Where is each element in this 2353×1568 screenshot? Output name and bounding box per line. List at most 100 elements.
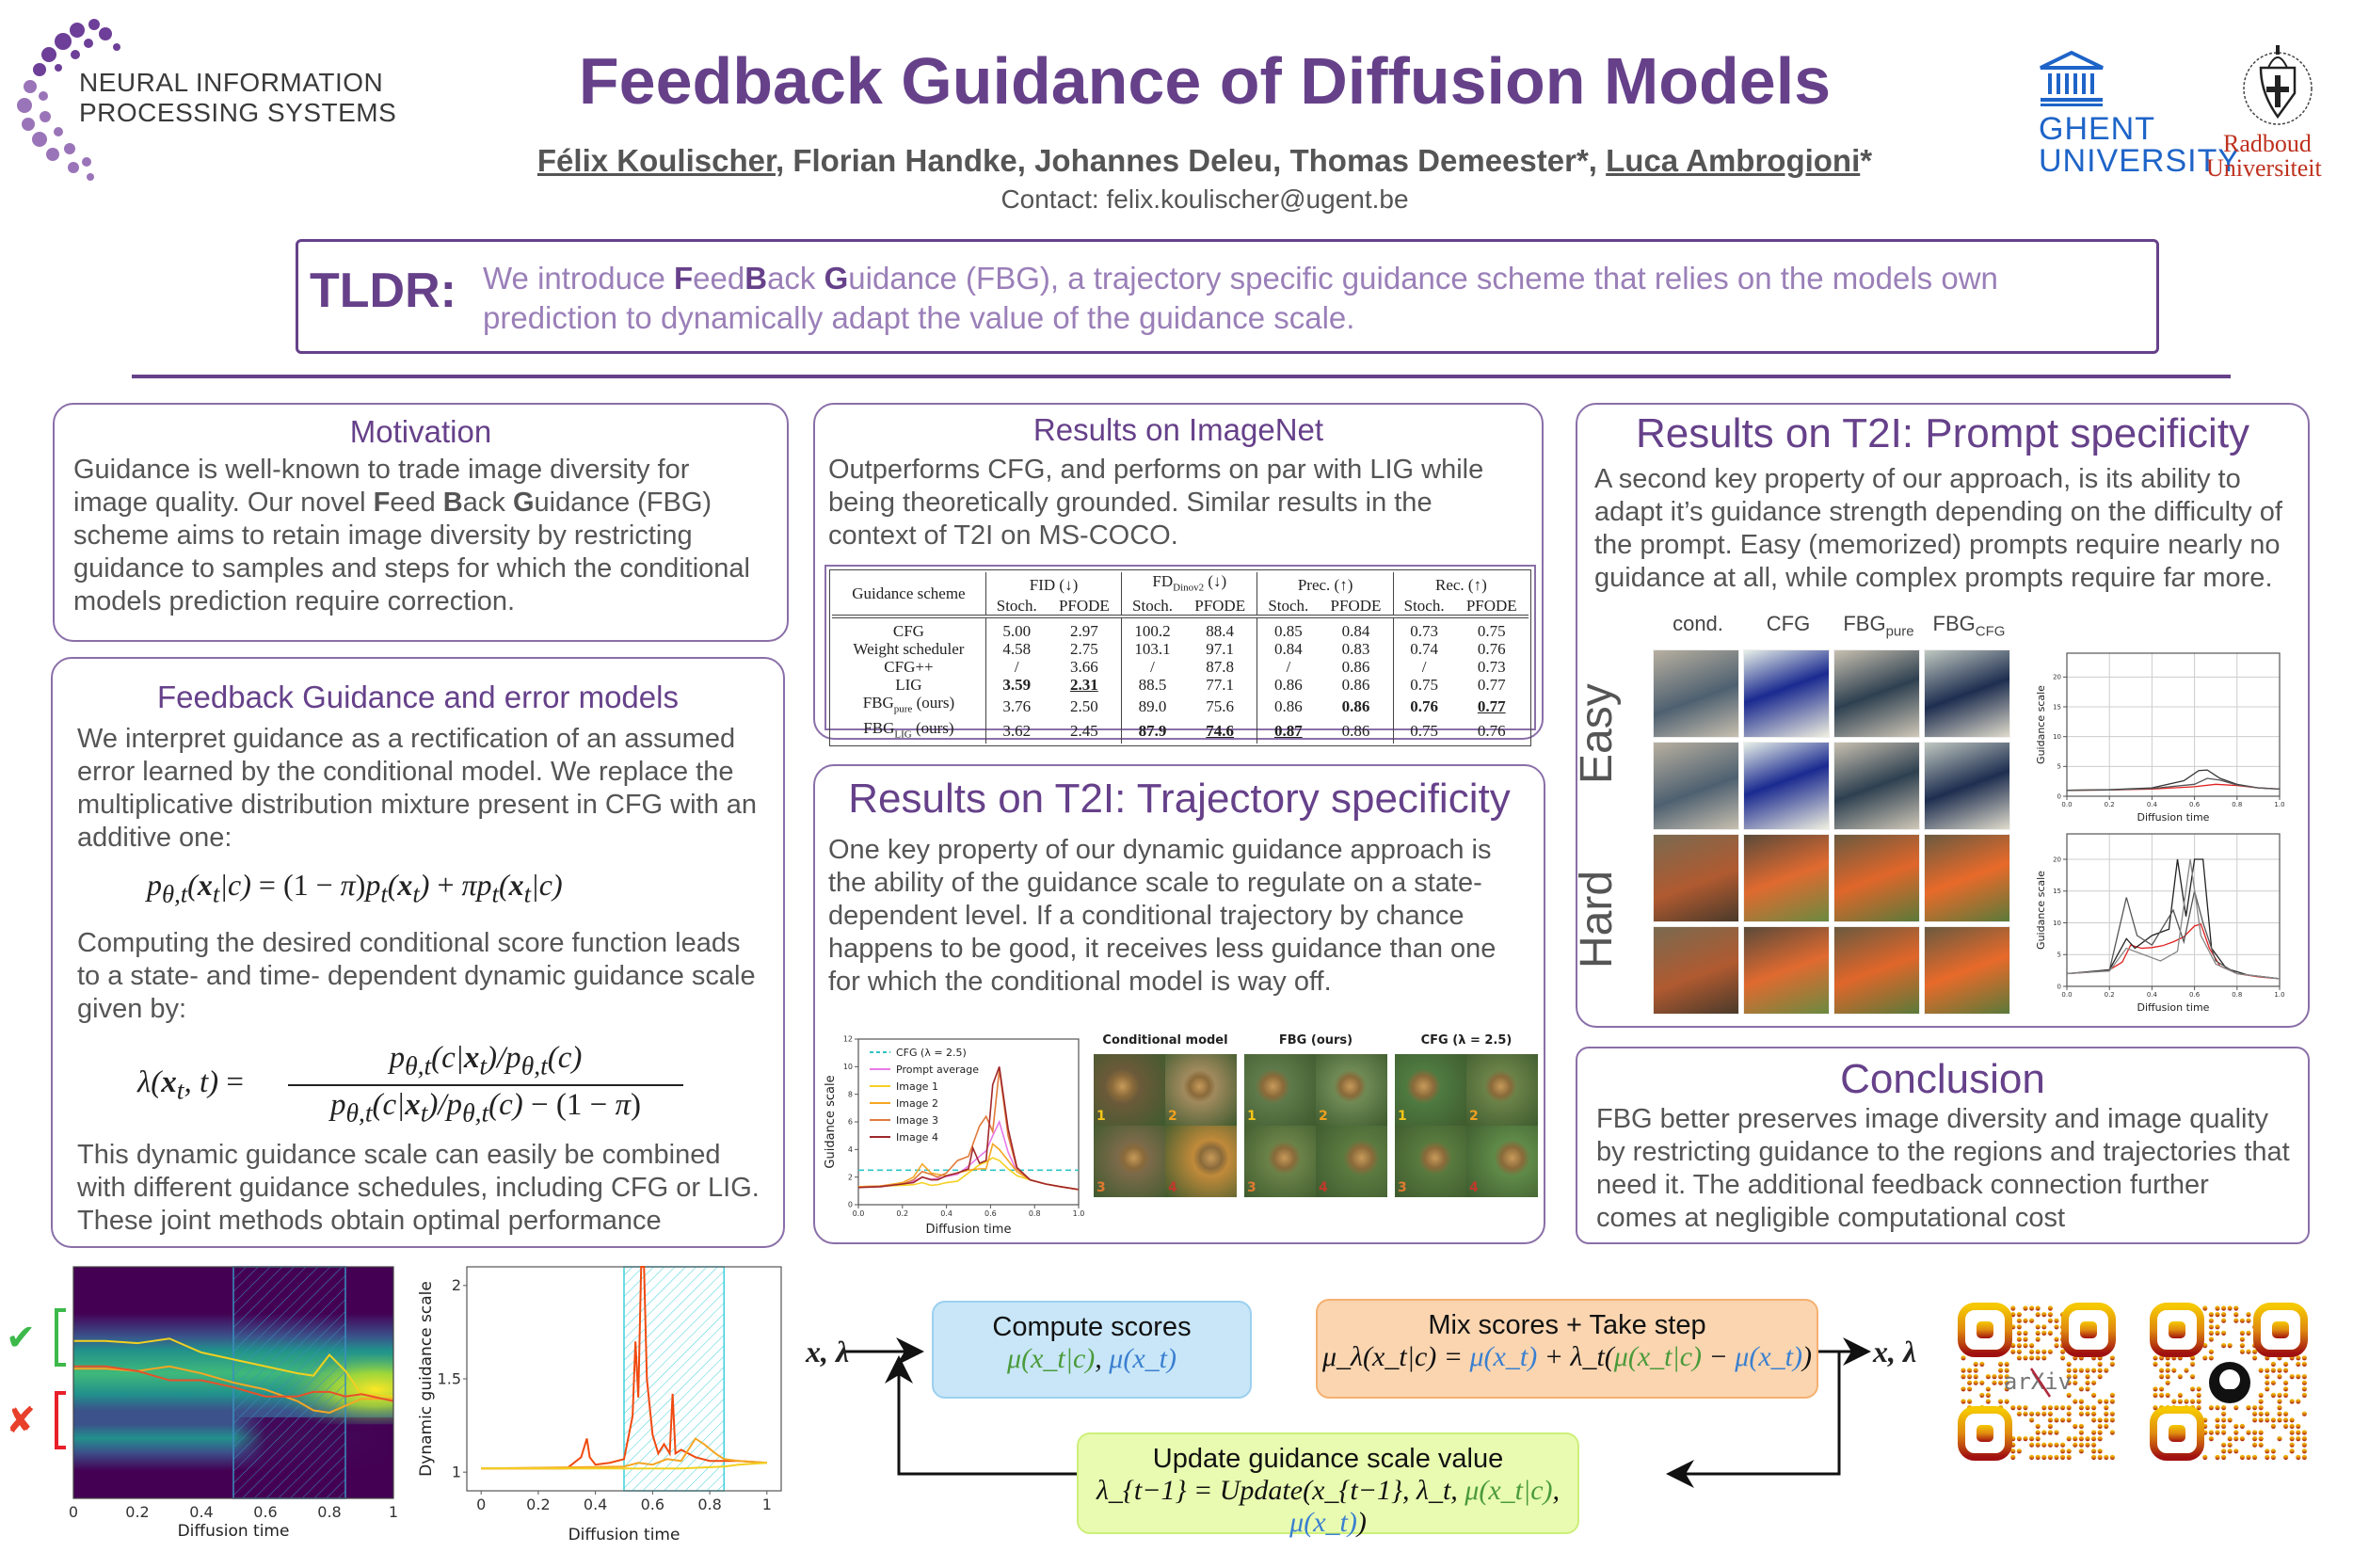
y-tick-label: 1.5	[438, 1369, 461, 1387]
qr-dot	[2023, 1318, 2028, 1323]
qr-dot	[2153, 1392, 2158, 1398]
qr-dot	[2035, 1442, 2041, 1448]
method-name: CFG	[832, 616, 985, 640]
qr-dot	[2215, 1430, 2220, 1435]
author-name: Florian Handke	[792, 143, 1017, 178]
snail-image: 4	[1316, 1126, 1387, 1197]
qr-dot	[2104, 1411, 2109, 1416]
prompt-sample-image	[1924, 649, 2010, 738]
qr-dot	[2233, 1436, 2239, 1442]
bold-letter: F	[373, 488, 391, 518]
prompt-sample-image	[1833, 649, 1920, 738]
qr-dot	[2029, 1411, 2035, 1416]
qr-dot	[2208, 1318, 2214, 1323]
method-label: CFG	[892, 622, 924, 641]
qr-dot	[2066, 1368, 2072, 1373]
table-cell: 2.75	[1070, 640, 1098, 659]
image-number: 4	[1469, 1180, 1479, 1195]
github-icon-neck	[2225, 1389, 2234, 1402]
snail-image: 1	[1094, 1054, 1165, 1126]
qr-dot	[2221, 1448, 2227, 1454]
qr-dot	[2221, 1330, 2227, 1336]
qr-dot	[2004, 1380, 2009, 1385]
qr-dot	[2265, 1417, 2270, 1423]
series-line	[2066, 777, 2281, 792]
qr-dot	[2010, 1454, 2016, 1460]
qr-finder-center	[1977, 1425, 1993, 1442]
qr-dot	[2190, 1361, 2196, 1367]
compute-scores-box: Compute scores μ(x_t|c), μ(x_t)	[932, 1301, 1252, 1399]
formula-text: −	[1702, 1341, 1736, 1372]
qr-dot	[1967, 1368, 1973, 1373]
y-tick-label: 0	[2057, 792, 2061, 800]
qr-pattern	[2150, 1303, 2308, 1461]
qr-dot	[2265, 1454, 2270, 1460]
prompt-sample-image	[1833, 834, 1920, 922]
cross-icon: ✘	[6, 1400, 36, 1441]
bold-letter: B	[442, 488, 463, 518]
qr-dot	[2016, 1405, 2022, 1411]
qr-dot	[2029, 1417, 2035, 1423]
qr-dot	[2047, 1423, 2053, 1429]
qr-dot	[2165, 1392, 2170, 1398]
github-qr-code[interactable]	[2150, 1303, 2310, 1463]
qr-dot	[2246, 1318, 2251, 1323]
qr-dot	[2041, 1454, 2047, 1460]
contact-email[interactable]: Contact: felix.koulischer@ugent.be	[1000, 184, 1409, 214]
x-tick-label: 0.8	[697, 1496, 721, 1513]
mixture-equation: pθ,t(xt|c) = (1 − π)pt(xt) + πpt(xt|c)	[147, 868, 563, 908]
qr-dot	[2004, 1361, 2009, 1367]
table-cell: 0.86	[1341, 658, 1370, 677]
qr-dot	[1985, 1392, 1991, 1398]
table-subheader-row: Stoch. PFODE Stoch. PFODE Stoch. PFODE Stoch. P…	[832, 597, 1529, 617]
qr-dot	[2159, 1368, 2165, 1373]
arxiv-qr-code[interactable]: arXiv	[1958, 1303, 2118, 1463]
x-tick-label: 1.0	[2274, 991, 2284, 999]
conclusion-text: FBG better preserves image diversity and…	[1596, 1104, 2290, 1233]
prompt-sample-image	[1833, 926, 1920, 1015]
qr-dot	[2301, 1392, 2307, 1398]
qr-dot	[2301, 1380, 2307, 1385]
table-cell: 0.75	[1392, 718, 1455, 744]
qr-dot	[2153, 1355, 2158, 1361]
feedback-title: Feedback Guidance and error models	[157, 680, 679, 714]
table-cell: 2.45	[1070, 722, 1098, 741]
qr-dot	[2233, 1423, 2239, 1429]
qr-dot	[2221, 1405, 2227, 1411]
table-cell: 0.84	[1341, 622, 1370, 641]
x-tick-label: 1	[762, 1496, 772, 1513]
qr-dot	[2010, 1349, 2016, 1354]
qr-dot	[2066, 1380, 2072, 1385]
prompt-sample-image	[1743, 834, 1830, 922]
formula-term-blue: μ(x_t)	[1469, 1341, 1538, 1372]
prompt-sample-image	[1653, 649, 1739, 738]
qr-finder	[1958, 1406, 2012, 1461]
qr-dot	[1967, 1399, 1973, 1404]
qr-dot	[2091, 1392, 2097, 1398]
qr-dot	[2153, 1405, 2158, 1411]
qr-dot	[2258, 1442, 2264, 1448]
qr-dot	[2054, 1405, 2059, 1411]
ghent-logo: GHENT UNIVERSITY	[2033, 49, 2239, 181]
qr-dot	[1973, 1368, 1978, 1373]
series-line	[2066, 890, 2281, 980]
qr-dot	[2301, 1430, 2307, 1435]
image-number: 2	[1319, 1109, 1328, 1124]
qr-dot	[2060, 1448, 2066, 1454]
prompt-sample-image	[1743, 742, 1830, 830]
qr-dot	[2066, 1361, 2072, 1367]
table-cell: /	[1257, 658, 1320, 677]
y-tick-label: 15	[2053, 888, 2061, 895]
table-cell: 0.85	[1257, 616, 1320, 641]
mix-scores-title: Mix scores + Take step	[1428, 1310, 1706, 1340]
table-cell: 0.77	[1477, 676, 1506, 695]
qr-dot	[2091, 1448, 2097, 1454]
snail-image: 2	[1466, 1054, 1538, 1126]
qr-dot	[2016, 1343, 2022, 1349]
qr-dot	[2208, 1330, 2214, 1336]
qr-dot	[2277, 1405, 2282, 1411]
qr-finder	[1958, 1303, 2012, 1357]
qr-dot	[2004, 1386, 2009, 1392]
qr-dot	[2165, 1374, 2170, 1380]
qr-dot	[2054, 1336, 2059, 1342]
